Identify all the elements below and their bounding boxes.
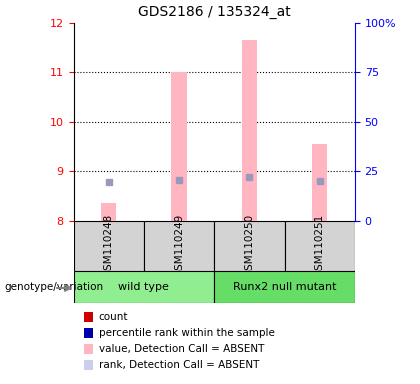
FancyBboxPatch shape xyxy=(214,221,285,271)
Bar xyxy=(241,40,257,221)
Text: GSM110251: GSM110251 xyxy=(315,214,325,277)
Text: wild type: wild type xyxy=(118,282,169,292)
Text: genotype/variation: genotype/variation xyxy=(4,282,103,292)
Text: GSM110250: GSM110250 xyxy=(244,214,255,277)
Text: rank, Detection Call = ABSENT: rank, Detection Call = ABSENT xyxy=(99,360,259,370)
Bar xyxy=(101,204,116,221)
Text: Runx2 null mutant: Runx2 null mutant xyxy=(233,282,336,292)
Text: value, Detection Call = ABSENT: value, Detection Call = ABSENT xyxy=(99,344,264,354)
FancyBboxPatch shape xyxy=(74,271,214,303)
Text: count: count xyxy=(99,312,128,322)
Bar xyxy=(171,73,187,221)
FancyBboxPatch shape xyxy=(144,221,214,271)
Text: percentile rank within the sample: percentile rank within the sample xyxy=(99,328,275,338)
Bar xyxy=(312,144,328,221)
Text: GSM110249: GSM110249 xyxy=(174,214,184,277)
FancyBboxPatch shape xyxy=(74,221,144,271)
Title: GDS2186 / 135324_at: GDS2186 / 135324_at xyxy=(138,5,291,19)
FancyBboxPatch shape xyxy=(214,271,355,303)
Text: GSM110248: GSM110248 xyxy=(104,214,114,277)
FancyBboxPatch shape xyxy=(285,221,355,271)
